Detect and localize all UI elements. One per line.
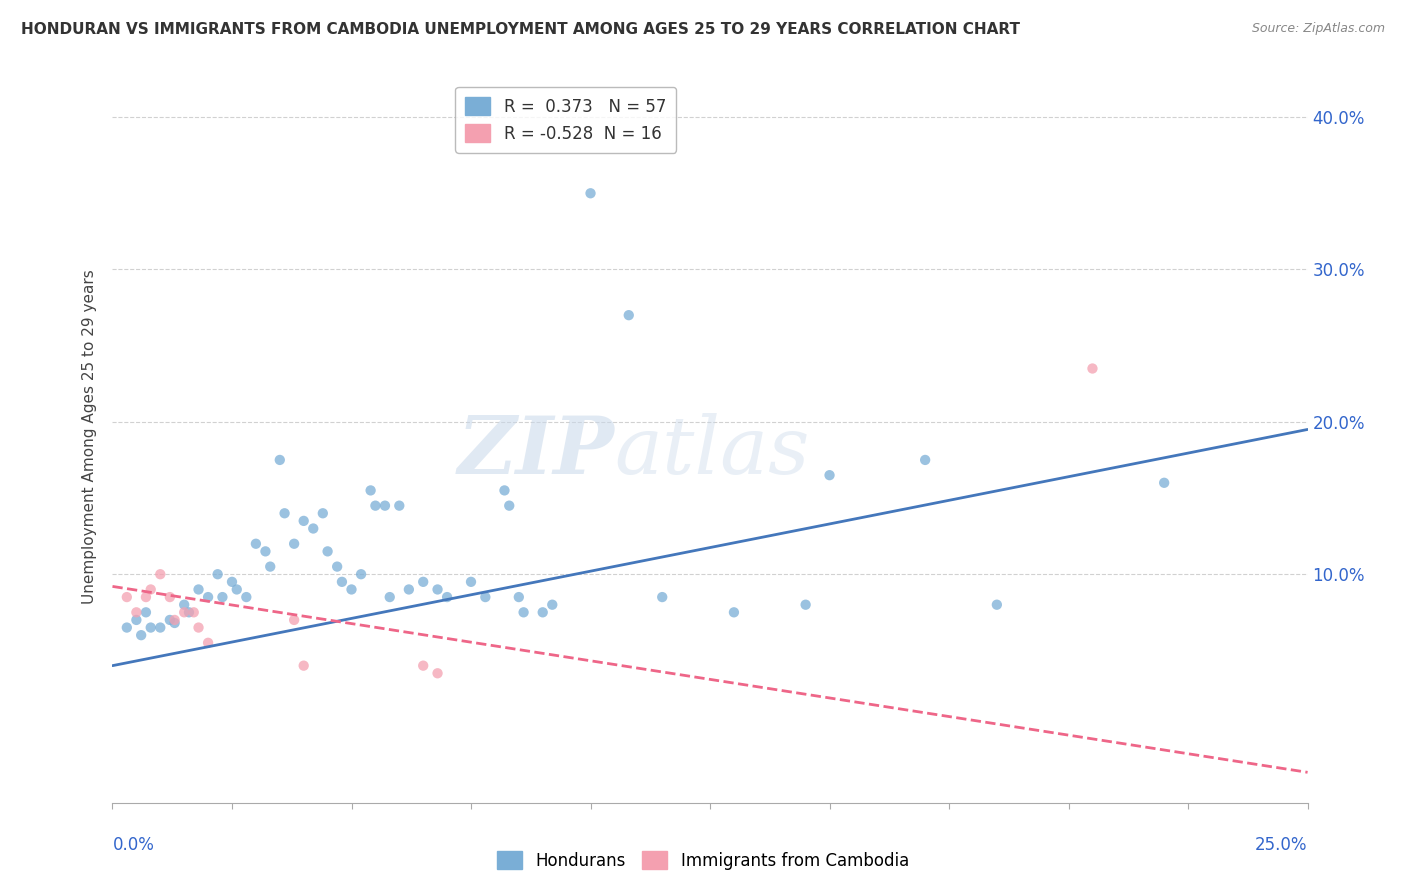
Point bbox=[183, 605, 205, 619]
Legend: R =  0.373   N = 57, R = -0.528  N = 16: R = 0.373 N = 57, R = -0.528 N = 16 bbox=[456, 87, 676, 153]
Point bbox=[723, 605, 745, 619]
Text: Source: ZipAtlas.com: Source: ZipAtlas.com bbox=[1251, 22, 1385, 36]
Point bbox=[498, 499, 520, 513]
Point bbox=[1153, 475, 1175, 490]
Text: 0.0%: 0.0% bbox=[112, 836, 155, 854]
Point bbox=[531, 605, 554, 619]
Point bbox=[283, 613, 305, 627]
Point bbox=[129, 628, 152, 642]
Point bbox=[187, 582, 209, 597]
Point bbox=[412, 658, 434, 673]
Point bbox=[273, 506, 295, 520]
Point bbox=[149, 567, 172, 582]
Legend: Hondurans, Immigrants from Cambodia: Hondurans, Immigrants from Cambodia bbox=[491, 845, 915, 877]
Text: HONDURAN VS IMMIGRANTS FROM CAMBODIA UNEMPLOYMENT AMONG AGES 25 TO 29 YEARS CORR: HONDURAN VS IMMIGRANTS FROM CAMBODIA UNE… bbox=[21, 22, 1021, 37]
Point bbox=[115, 590, 138, 604]
Point bbox=[412, 574, 434, 589]
Point bbox=[207, 567, 229, 582]
Text: ZIP: ZIP bbox=[457, 413, 614, 491]
Y-axis label: Unemployment Among Ages 25 to 29 years: Unemployment Among Ages 25 to 29 years bbox=[82, 269, 97, 605]
Point bbox=[159, 590, 181, 604]
Point bbox=[494, 483, 516, 498]
Point bbox=[139, 582, 162, 597]
Point bbox=[115, 621, 138, 635]
Point bbox=[986, 598, 1008, 612]
Point bbox=[269, 453, 291, 467]
Text: atlas: atlas bbox=[614, 413, 810, 491]
Point bbox=[259, 559, 281, 574]
Point bbox=[512, 605, 534, 619]
Point bbox=[1081, 361, 1104, 376]
Point bbox=[914, 453, 936, 467]
Point bbox=[350, 567, 373, 582]
Point bbox=[794, 598, 817, 612]
Point bbox=[426, 666, 449, 681]
Point bbox=[508, 590, 530, 604]
Point bbox=[398, 582, 420, 597]
Point bbox=[818, 468, 841, 483]
Point bbox=[163, 615, 186, 630]
Point bbox=[326, 559, 349, 574]
Point bbox=[436, 590, 458, 604]
Point bbox=[541, 598, 564, 612]
Point bbox=[426, 582, 449, 597]
Point bbox=[283, 537, 305, 551]
Point bbox=[173, 605, 195, 619]
Point bbox=[651, 590, 673, 604]
Point bbox=[292, 658, 315, 673]
Point bbox=[125, 613, 148, 627]
Point bbox=[312, 506, 335, 520]
Text: 25.0%: 25.0% bbox=[1256, 836, 1308, 854]
Point bbox=[292, 514, 315, 528]
Point bbox=[197, 590, 219, 604]
Point bbox=[388, 499, 411, 513]
Point bbox=[474, 590, 496, 604]
Point bbox=[364, 499, 387, 513]
Point bbox=[187, 621, 209, 635]
Point bbox=[173, 598, 195, 612]
Point bbox=[135, 590, 157, 604]
Point bbox=[340, 582, 363, 597]
Point bbox=[177, 605, 200, 619]
Point bbox=[254, 544, 277, 558]
Point bbox=[360, 483, 382, 498]
Point bbox=[302, 521, 325, 535]
Point bbox=[374, 499, 396, 513]
Point bbox=[378, 590, 401, 604]
Point bbox=[197, 636, 219, 650]
Point bbox=[316, 544, 339, 558]
Point bbox=[159, 613, 181, 627]
Point bbox=[235, 590, 257, 604]
Point bbox=[211, 590, 233, 604]
Point bbox=[125, 605, 148, 619]
Point bbox=[149, 621, 172, 635]
Point bbox=[163, 613, 186, 627]
Point bbox=[617, 308, 640, 322]
Point bbox=[460, 574, 482, 589]
Point bbox=[221, 574, 243, 589]
Point bbox=[579, 186, 602, 201]
Point bbox=[245, 537, 267, 551]
Point bbox=[225, 582, 247, 597]
Point bbox=[139, 621, 162, 635]
Point bbox=[135, 605, 157, 619]
Point bbox=[330, 574, 353, 589]
